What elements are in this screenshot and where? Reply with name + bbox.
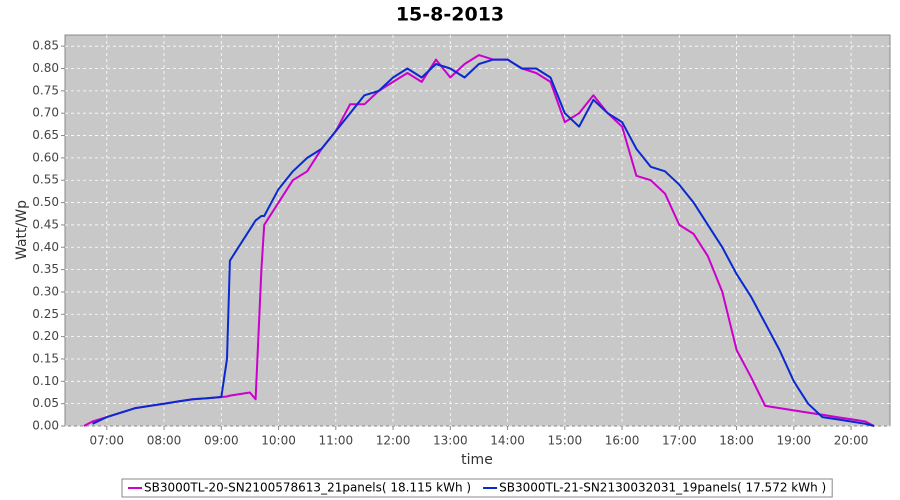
y-tick-label: 0.60 [32,150,59,164]
x-tick-label: 18:00 [719,434,754,448]
x-tick-label: 19:00 [777,434,812,448]
y-tick-label: 0.40 [32,240,59,254]
x-tick-label: 14:00 [490,434,525,448]
x-tick-label: 07:00 [89,434,124,448]
y-tick-label: 0.25 [32,307,59,321]
legend-label: SB3000TL-20-SN2100578613_21panels( 18.11… [144,481,471,495]
y-tick-label: 0.65 [32,128,59,142]
x-tick-label: 10:00 [261,434,296,448]
y-tick-label: 0.00 [32,419,59,433]
x-tick-label: 09:00 [204,434,239,448]
x-tick-label: 17:00 [662,434,697,448]
x-tick-label: 13:00 [433,434,468,448]
y-tick-label: 0.35 [32,262,59,276]
y-tick-label: 0.30 [32,284,59,298]
x-axis-label: time [461,452,493,468]
y-tick-label: 0.45 [32,217,59,231]
y-tick-label: 0.85 [32,39,59,53]
y-tick-label: 0.70 [32,106,59,120]
y-tick-label: 0.05 [32,396,59,410]
y-tick-label: 0.20 [32,329,59,343]
x-tick-label: 16:00 [605,434,640,448]
x-tick-label: 12:00 [376,434,411,448]
plot-area [64,34,891,427]
y-tick-label: 0.50 [32,195,59,209]
x-tick-label: 15:00 [548,434,583,448]
legend-box [121,478,833,498]
y-tick-label: 0.80 [32,61,59,75]
y-tick-label: 0.10 [32,374,59,388]
y-axis-label: Watt/Wp [14,200,30,260]
series-line [92,58,875,427]
y-tick-label: 0.55 [32,173,59,187]
y-tick-label: 0.75 [32,83,59,97]
legend-label: SB3000TL-21-SN2130032031_19panels( 17.57… [499,481,826,495]
x-tick-label: 11:00 [319,434,354,448]
x-tick-label: 20:00 [834,434,869,448]
x-tick-label: 08:00 [147,434,182,448]
y-tick-label: 0.15 [32,351,59,365]
chart-title: 15-8-2013 [396,4,504,26]
legend: SB3000TL-20-SN2100578613_21panels( 18.11… [121,478,833,498]
